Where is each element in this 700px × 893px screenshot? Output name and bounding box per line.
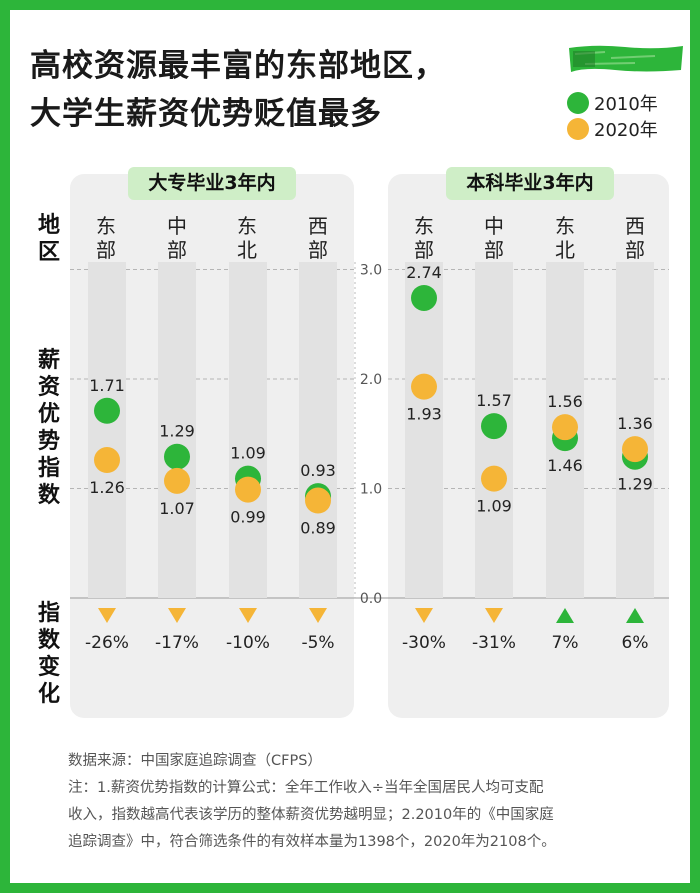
value-label-2010: 1.71 <box>89 376 125 395</box>
legend-2010-dot <box>567 92 589 114</box>
region-label-central: 中部 <box>484 214 504 262</box>
down-arrow-icon <box>309 608 327 623</box>
down-arrow-icon <box>168 608 186 623</box>
legend-2020-label: 2020年 <box>594 120 658 141</box>
value-label-2020: 1.07 <box>159 499 195 518</box>
down-arrow-icon <box>98 608 116 623</box>
region-label-northeast: 东北 <box>237 214 257 262</box>
y-tick-label: 3.0 <box>360 263 382 279</box>
legend-2020-dot <box>567 118 589 140</box>
y-tick-label: 0.0 <box>360 591 382 607</box>
point-2020 <box>411 373 437 400</box>
change-label: -5% <box>301 633 334 653</box>
category-column <box>405 262 443 598</box>
legend-2010-label: 2010年 <box>594 94 658 115</box>
down-arrow-icon <box>415 608 433 623</box>
point-2020 <box>164 467 190 494</box>
point-2010 <box>481 413 507 440</box>
point-2010 <box>94 397 120 424</box>
change-label: 7% <box>552 633 579 653</box>
change-label: -31% <box>472 633 516 653</box>
region-label-central: 中部 <box>167 214 187 262</box>
up-arrow-icon <box>556 608 574 623</box>
y-tick-label: 1.0 <box>360 482 382 498</box>
value-label-2010: 2.74 <box>406 263 442 282</box>
value-label-2010: 1.29 <box>159 422 195 441</box>
footer-note-1: 注：1.薪资优势指数的计算公式：全年工作收入÷当年全国居民人均可支配 <box>68 780 544 796</box>
point-2010 <box>411 284 437 311</box>
category-column <box>229 262 267 598</box>
value-label-2020: 1.56 <box>547 392 583 411</box>
value-label-2020: 1.26 <box>89 478 125 497</box>
brush-logo-icon <box>569 45 683 72</box>
y-tick-label: 2.0 <box>360 372 382 388</box>
point-2010 <box>164 443 190 470</box>
footer-source: 数据来源：中国家庭追踪调查（CFPS） <box>68 753 322 769</box>
change-label: -17% <box>155 633 199 653</box>
category-column <box>299 262 337 598</box>
value-label-2010: 1.46 <box>547 456 583 475</box>
value-label-2010: 0.93 <box>300 461 336 480</box>
panel-title-bachelor: 本科毕业3年内 <box>446 167 614 200</box>
side-label-change: 指数变化 <box>37 601 60 707</box>
side-label-index: 薪资优势指数 <box>37 348 60 508</box>
point-2020 <box>235 476 261 503</box>
title-line-2: 大学生薪资优势贬值最多 <box>30 96 382 132</box>
point-2020 <box>481 465 507 492</box>
value-label-2020: 1.93 <box>406 405 442 424</box>
side-label-region: 地区 <box>37 213 60 265</box>
region-label-east: 东部 <box>96 214 116 262</box>
region-label-east: 东部 <box>414 214 434 262</box>
point-2020 <box>305 487 331 514</box>
category-column <box>158 262 196 598</box>
down-arrow-icon <box>239 608 257 623</box>
region-label-northeast: 东北 <box>555 214 575 262</box>
region-label-west: 西部 <box>308 214 328 262</box>
value-label-2010: 1.29 <box>617 475 653 494</box>
value-label-2010: 1.57 <box>476 391 512 410</box>
panel-title-junior-college: 大专毕业3年内 <box>128 167 296 200</box>
down-arrow-icon <box>485 608 503 623</box>
point-2020 <box>552 414 578 441</box>
value-label-2010: 1.09 <box>230 444 266 463</box>
point-2020 <box>94 447 120 474</box>
footer-note-3: 追踪调查》中，符合筛选条件的有效样本量为1398个，2020年为2108个。 <box>68 834 556 850</box>
title-line-1: 高校资源最丰富的东部地区， <box>30 48 446 84</box>
up-arrow-icon <box>626 608 644 623</box>
category-column <box>88 262 126 598</box>
point-2020 <box>622 436 648 463</box>
footer-note-2: 收入，指数越高代表该学历的整体薪资优势越明显；2.2010年的《中国家庭 <box>68 807 554 823</box>
value-label-2020: 0.89 <box>300 519 336 538</box>
change-label: -10% <box>226 633 270 653</box>
change-label: -26% <box>85 633 129 653</box>
value-label-2020: 1.09 <box>476 497 512 516</box>
category-column <box>616 262 654 598</box>
region-label-west: 西部 <box>625 214 645 262</box>
value-label-2020: 0.99 <box>230 508 266 527</box>
value-label-2020: 1.36 <box>617 414 653 433</box>
change-label: -30% <box>402 633 446 653</box>
change-label: 6% <box>622 633 649 653</box>
